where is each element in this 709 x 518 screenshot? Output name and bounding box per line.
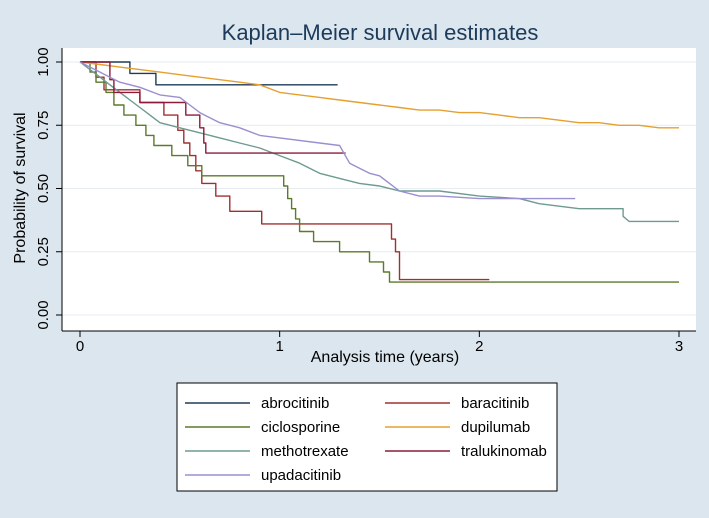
series-line-dupilumab [79, 61, 679, 129]
legend-label-upadacitinib: upadacitinib [261, 467, 341, 484]
y-tick-label: 0.75 [35, 111, 52, 140]
series-line-ciclosporine [80, 61, 679, 283]
legend-label-methotrexate: methotrexate [261, 443, 349, 460]
legend-label-ciclosporine: ciclosporine [261, 419, 340, 436]
axes: 0.00 0.25 0.50 0.75 1.00 0 1 2 3 [35, 47, 696, 355]
x-tick-label: 2 [475, 338, 483, 355]
x-tick-label: 3 [675, 338, 683, 355]
y-axis-label: Probability of survival [12, 112, 29, 263]
legend-box [176, 382, 558, 492]
x-tick-label: 1 [275, 338, 283, 355]
y-tick-label: 1.00 [35, 47, 52, 76]
legend-label-abrocitinib: abrocitinib [261, 395, 329, 412]
y-tick-label: 0.50 [35, 174, 52, 203]
legend: abrocitinib baracitinib ciclosporine dupilu… [185, 395, 547, 484]
y-tick-label: 0.25 [35, 237, 52, 266]
legend-label-tralukinomab: tralukinomab [461, 443, 547, 460]
x-tick-label: 0 [76, 338, 84, 355]
series-line-methotrexate [79, 61, 679, 223]
legend-label-dupilumab: dupilumab [461, 419, 530, 436]
x-axis-label: Analysis time (years) [311, 349, 459, 366]
legend-label-baracitinib: baracitinib [461, 395, 529, 412]
plot-area [62, 48, 696, 331]
series-line-upadacitinib [79, 61, 576, 200]
y-tick-label: 0.00 [35, 300, 52, 329]
series-line-abrocitinib [80, 61, 338, 86]
chart-title: Kaplan–Meier survival estimates [222, 20, 539, 45]
series-group [79, 61, 679, 283]
